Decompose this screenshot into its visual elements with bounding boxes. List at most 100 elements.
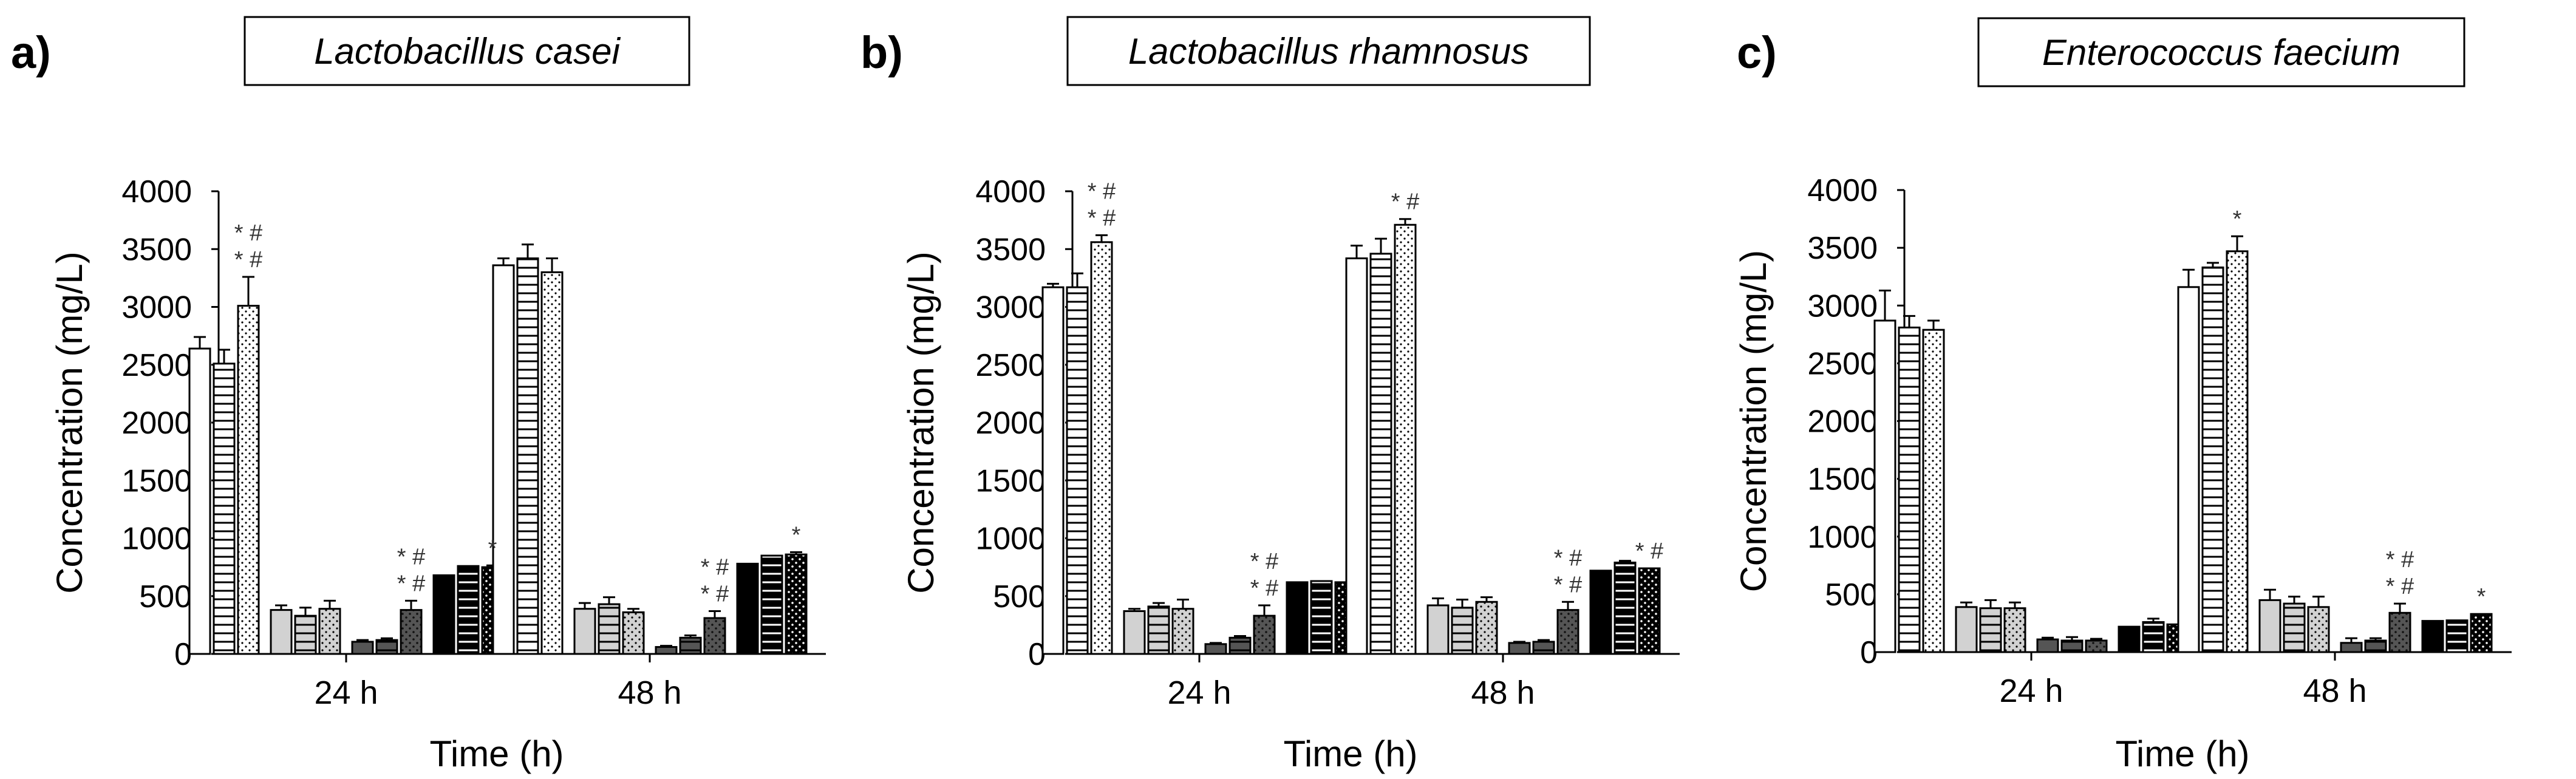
bar-s11-24h — [2142, 621, 2165, 653]
y-tick-label: 2500 — [1807, 346, 1878, 381]
significance-marker: * # — [2386, 547, 2414, 573]
bar-s1-48h — [1345, 257, 1368, 655]
bar-s4-48h — [573, 608, 596, 655]
bar-s5-24h — [1979, 607, 2002, 653]
y-tick-label: 500 — [139, 579, 192, 614]
significance-marker: * # — [1635, 539, 1663, 564]
bar-s11-24h — [457, 565, 480, 655]
significance-marker: * # — [1391, 189, 1419, 215]
bar-s7-24h — [1204, 643, 1227, 655]
bar-s3-48h — [2226, 250, 2249, 653]
chart-panel-2: b) Lactobacillus rhamnosus050010001500200… — [860, 16, 1680, 774]
significance-marker: * # — [397, 571, 425, 596]
bar-s6-48h — [1475, 600, 1498, 655]
significance-marker: * — [2477, 584, 2486, 610]
bar-s2-48h — [2201, 266, 2224, 653]
bar-s9-48h — [2388, 611, 2411, 653]
title-box — [1066, 16, 1591, 86]
chart-title: Enterococcus faecium — [2042, 32, 2401, 73]
y-tick-label: 2500 — [121, 348, 192, 383]
bar-s1-48h — [2177, 286, 2200, 653]
significance-marker: * # — [397, 544, 425, 570]
bar-s9-24h — [400, 609, 423, 655]
y-tick-label: 2000 — [121, 406, 192, 441]
y-axis-label: Concentration (mg/L) — [1733, 250, 1774, 593]
bar-s3-24h — [1090, 241, 1113, 655]
bar-s1-24h — [188, 347, 211, 655]
bar-s5-24h — [1147, 605, 1170, 655]
significance-marker: * # — [234, 220, 262, 246]
x-axis-label: Time (h) — [2115, 733, 2249, 774]
chart-title: Lactobacillus rhamnosus — [1128, 31, 1529, 72]
bar-s3-48h — [1394, 223, 1417, 655]
significance-marker: * # — [1250, 576, 1278, 601]
x-tick-label: 48 h — [618, 675, 681, 711]
y-tick-label: 1500 — [121, 463, 192, 498]
bar-s8-48h — [679, 636, 702, 655]
bar-s9-24h — [2085, 639, 2108, 653]
bar-s3-24h — [1922, 328, 1945, 653]
bar-s4-24h — [270, 609, 293, 655]
x-axis-label: Time (h) — [1283, 733, 1417, 774]
y-tick-label: 500 — [993, 579, 1046, 614]
bar-s4-48h — [2258, 599, 2281, 653]
bar-s7-24h — [351, 641, 374, 655]
y-tick-label: 3500 — [975, 232, 1046, 267]
bar-s5-48h — [2283, 602, 2306, 653]
bar-s1-24h — [1873, 319, 1896, 653]
y-tick-label: 500 — [1825, 577, 1878, 613]
significance-marker: * # — [1554, 545, 1582, 571]
bar-s2-24h — [213, 362, 236, 655]
bar-s10-48h — [736, 562, 759, 655]
significance-marker: * — [488, 536, 497, 561]
significance-marker: * # — [701, 555, 729, 580]
y-tick-label: 1000 — [1807, 520, 1878, 555]
y-axis-label: Concentration (mg/L) — [49, 251, 90, 594]
significance-marker: * — [792, 522, 801, 548]
y-tick-label: 2000 — [975, 406, 1046, 441]
y-tick-label: 4000 — [121, 174, 192, 209]
bar-s8-48h — [1532, 641, 1555, 655]
bar-s11-24h — [1310, 580, 1333, 655]
panel-letter: a) — [11, 27, 51, 78]
bar-s10-48h — [2421, 620, 2444, 653]
significance-marker: * # — [2386, 574, 2414, 599]
y-tick-label: 1500 — [975, 463, 1046, 498]
chart-panel-3: c) Enterococcus faecium050010001500200025… — [1733, 17, 2512, 774]
bar-s3-24h — [237, 305, 260, 655]
bar-s4-24h — [1123, 610, 1146, 655]
y-tick-label: 1000 — [121, 522, 192, 557]
significance-marker: * # — [1088, 205, 1116, 231]
bar-s9-48h — [703, 617, 726, 655]
bar-s12-48h — [1638, 567, 1661, 655]
chart-title: Lactobacillus casei — [314, 31, 621, 72]
x-tick-label: 48 h — [1471, 675, 1535, 711]
bar-s2-48h — [516, 257, 539, 655]
significance-marker: * # — [1250, 549, 1278, 574]
significance-marker: * # — [1554, 572, 1582, 597]
bar-s11-48h — [760, 554, 783, 655]
y-tick-label: 1000 — [975, 522, 1046, 557]
bar-s7-48h — [2340, 642, 2363, 653]
chart-panel-1: a) Lactobacillus casei0500100015002000250… — [11, 16, 826, 774]
bar-s2-48h — [1369, 253, 1392, 655]
bar-s10-24h — [432, 574, 455, 655]
bar-s10-24h — [2118, 625, 2141, 653]
y-tick-label: 3000 — [975, 290, 1046, 325]
bar-s10-24h — [1286, 581, 1309, 655]
title-box — [1977, 17, 2465, 87]
bar-s4-48h — [1426, 604, 1450, 655]
y-axis-label: Concentration (mg/L) — [901, 251, 941, 594]
panel-letter: c) — [1737, 27, 1777, 78]
bar-s12-48h — [785, 553, 808, 655]
x-tick-label: 48 h — [2303, 673, 2366, 709]
bar-s9-24h — [1253, 614, 1276, 655]
bar-s7-48h — [655, 646, 678, 655]
bar-s8-48h — [2364, 639, 2387, 653]
significance-marker: * — [2233, 206, 2242, 232]
y-tick-label: 3000 — [121, 290, 192, 325]
bar-s12-48h — [2470, 613, 2493, 653]
y-tick-label: 2500 — [975, 348, 1046, 383]
x-tick-label: 24 h — [314, 675, 378, 711]
